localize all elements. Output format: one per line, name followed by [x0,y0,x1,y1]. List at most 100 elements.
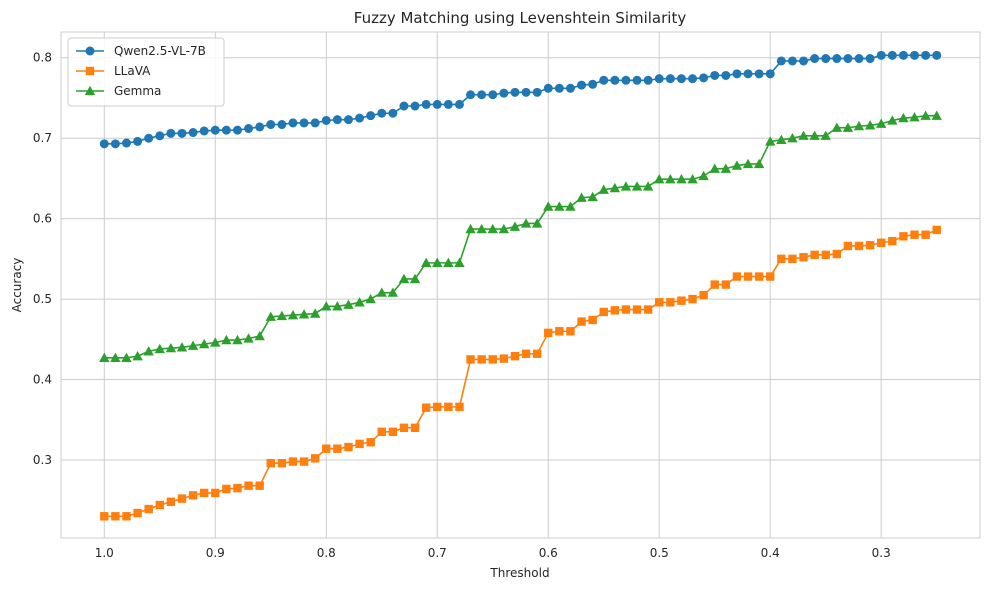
data-point [355,113,365,123]
data-point [387,287,399,297]
data-point [521,349,531,358]
data-point [254,330,265,341]
data-point [421,403,431,412]
data-point [832,54,842,64]
data-point [731,160,743,170]
data-point [166,497,176,506]
data-point [677,296,686,305]
data-point [154,343,165,354]
data-point [932,50,942,60]
data-point [454,99,464,109]
data-point [188,491,198,500]
data-point [554,201,565,211]
data-point [310,118,320,128]
data-point [288,457,298,466]
data-point [176,342,188,352]
data-point [654,174,665,184]
plot-frame [60,31,981,539]
data-point [221,125,231,135]
data-point [188,128,198,138]
data-point [243,333,254,343]
data-point [776,134,787,144]
data-point [409,273,421,284]
data-point [854,54,864,64]
data-point [642,181,654,191]
data-point [121,352,132,362]
data-point [543,83,553,93]
data-point [433,402,442,412]
data-point [864,120,876,130]
legend-marker [85,46,95,56]
data-point [821,54,831,64]
data-point [532,87,542,97]
data-point [121,138,131,148]
data-point [298,309,310,319]
data-point [99,139,109,149]
data-point [232,334,243,345]
data-point [276,310,288,321]
data-point [576,192,587,202]
data-point [721,70,731,80]
data-point [499,88,509,98]
data-point [343,299,354,309]
data-point [887,115,898,125]
data-point [743,272,753,281]
data-point [255,122,265,132]
data-point [876,118,887,128]
data-point [853,120,865,131]
data-point [377,427,386,437]
data-point [244,124,254,134]
data-point [921,230,930,239]
data-point [510,351,520,361]
data-point [577,317,586,326]
data-point [710,70,720,80]
data-point [255,481,264,490]
data-point [454,257,465,268]
data-point [876,50,886,60]
data-point [898,50,908,60]
data-point [377,108,387,118]
data-point [631,181,643,191]
data-point [155,131,165,141]
data-point [399,423,409,432]
data-point [877,238,886,247]
data-point [754,272,764,281]
data-point [299,118,309,128]
data-point [598,184,609,194]
data-point [443,99,453,109]
data-point [743,69,753,79]
data-point [232,125,242,135]
data-point [244,481,253,490]
legend-marker [84,85,96,96]
data-point [166,128,176,138]
data-point [133,136,143,146]
data-point [110,139,120,149]
data-point [742,158,754,169]
data-point [110,352,121,362]
data-point [632,75,642,85]
data-point [266,120,276,130]
data-point [643,75,653,85]
data-point [477,355,486,364]
data-point [687,174,698,184]
series-line [104,229,938,518]
data-point [100,512,109,521]
x-tick-label: 0.3 [872,546,891,560]
data-point [588,315,597,325]
data-point [233,483,242,493]
data-point [332,115,342,125]
data-point [754,69,764,79]
data-point [376,287,387,297]
data-point [399,101,409,111]
data-point [455,402,464,412]
data-point [599,307,608,317]
x-tick-label: 0.8 [317,546,336,560]
data-point [398,273,410,284]
y-tick-label: 0.3 [33,453,52,467]
data-point [665,74,675,84]
data-point [288,118,298,128]
series-qwen2-5-vl-7b [99,50,942,149]
data-point [310,454,320,463]
series-line [104,114,937,359]
